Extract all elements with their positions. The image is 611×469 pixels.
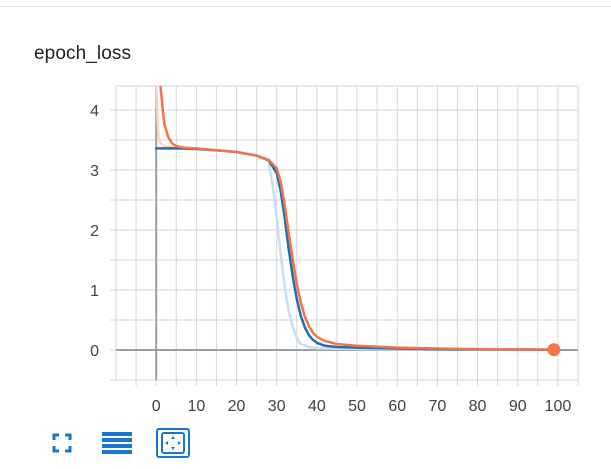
y-tick-label: 4 <box>90 103 99 120</box>
chart-toolbar <box>46 428 213 458</box>
y-tick-label: 1 <box>90 283 99 300</box>
x-tick-label: 90 <box>509 398 527 415</box>
x-tick-label: 100 <box>545 398 572 415</box>
y-tick-label: 2 <box>90 223 99 240</box>
fullscreen-button[interactable] <box>46 428 78 458</box>
fullscreen-icon <box>52 433 72 453</box>
series-line-validation-raw <box>267 162 556 351</box>
grid-lines <box>115 85 579 381</box>
y-tick-label: 3 <box>90 163 99 180</box>
top-divider <box>0 6 611 7</box>
x-tick-label: 40 <box>308 398 326 415</box>
series-line-train <box>159 86 556 351</box>
tick-labels: 0 10 20 30 40 50 60 70 80 90 100 0 1 2 3 4 <box>90 103 571 415</box>
x-tick-label: 30 <box>268 398 286 415</box>
fit-domain-icon <box>161 432 185 454</box>
x-tick-label: 0 <box>152 398 161 415</box>
x-tick-label: 20 <box>228 398 246 415</box>
x-tick-label: 50 <box>348 398 366 415</box>
series-lines <box>154 86 561 357</box>
toggle-log-scale-button[interactable] <box>101 428 133 458</box>
series-line-train-raw <box>154 86 174 149</box>
x-tick-label: 10 <box>187 398 205 415</box>
chart-title: epoch_loss <box>34 43 132 64</box>
x-tick-label: 60 <box>388 398 406 415</box>
y-tick-label: 0 <box>90 343 99 360</box>
x-tick-label: 70 <box>428 398 446 415</box>
toggle-log-scale-icon <box>102 432 132 454</box>
plot-frame <box>115 85 579 381</box>
axes <box>110 86 579 386</box>
x-tick-label: 80 <box>469 398 487 415</box>
series-end-point <box>547 343 561 357</box>
fit-domain-button[interactable] <box>156 428 190 458</box>
